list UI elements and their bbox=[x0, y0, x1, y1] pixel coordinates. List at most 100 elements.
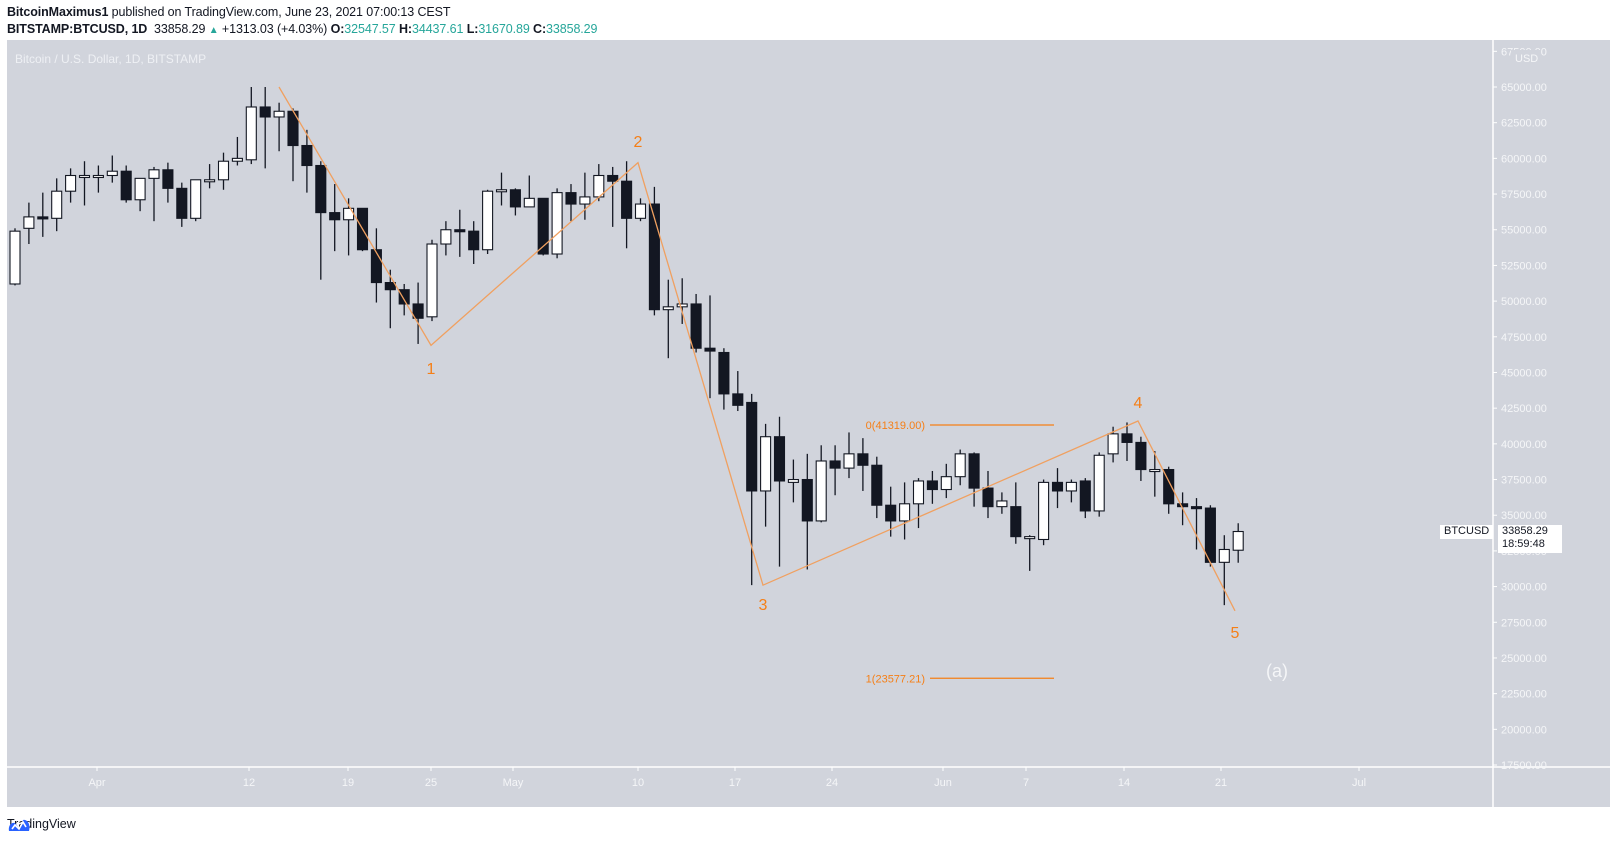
candles bbox=[9, 87, 1244, 606]
chart-area[interactable]: 67500.0065000.0062500.0060000.0057500.00… bbox=[7, 40, 1610, 807]
candle bbox=[162, 162, 174, 203]
candle bbox=[23, 202, 35, 245]
candle bbox=[982, 470, 994, 519]
candle bbox=[1107, 426, 1119, 463]
price-change: +1313.03 (+4.03%) bbox=[221, 22, 328, 36]
candle bbox=[1135, 436, 1147, 481]
high-value: 34437.61 bbox=[412, 22, 464, 36]
candle bbox=[259, 87, 271, 169]
candle bbox=[78, 161, 91, 206]
candle bbox=[871, 456, 883, 519]
candle bbox=[287, 108, 299, 182]
time-tick-label: 14 bbox=[1118, 777, 1130, 789]
candle bbox=[843, 432, 855, 479]
candle bbox=[120, 165, 132, 203]
price-tick-label: 37500.00 bbox=[1501, 475, 1547, 487]
candle bbox=[523, 175, 535, 208]
candle bbox=[912, 478, 925, 529]
author-name: BitcoinMaximus1 bbox=[7, 5, 109, 19]
candle bbox=[968, 452, 980, 507]
candle bbox=[1093, 452, 1105, 517]
wave-label-3: 3 bbox=[759, 597, 768, 614]
candle bbox=[231, 136, 243, 166]
candle bbox=[579, 172, 591, 220]
time-tick-label: Apr bbox=[88, 777, 105, 789]
open-value: 32547.57 bbox=[344, 22, 396, 36]
quote-line: BITSTAMP:BTCUSD, 1D 33858.29 ▲ +1313.03 … bbox=[7, 22, 597, 36]
tradingview-logo-icon bbox=[8, 819, 30, 831]
publisher-line: BitcoinMaximus1 published on TradingView… bbox=[7, 5, 451, 19]
price-tick-label: 42500.00 bbox=[1501, 403, 1547, 415]
candle bbox=[412, 282, 424, 344]
fib-level-label: 0(41319.00) bbox=[866, 420, 925, 432]
candle bbox=[204, 164, 216, 189]
candle bbox=[273, 102, 285, 152]
time-tick-label: 19 bbox=[342, 777, 354, 789]
open-label: O: bbox=[330, 22, 345, 36]
candle bbox=[954, 449, 966, 486]
time-tick-label: Jun bbox=[934, 777, 952, 789]
time-tick-label: 7 bbox=[1023, 777, 1029, 789]
candle bbox=[301, 129, 313, 193]
low-label: L: bbox=[466, 22, 479, 36]
symbol-label: BITSTAMP:BTCUSD, 1D bbox=[7, 22, 148, 36]
candle bbox=[482, 189, 494, 255]
candle bbox=[704, 295, 716, 399]
candle bbox=[106, 155, 118, 183]
price-tick-label: 65000.00 bbox=[1501, 82, 1547, 94]
candle bbox=[315, 161, 327, 280]
price-tick-label: 22500.00 bbox=[1501, 689, 1547, 701]
time-tick-label: 10 bbox=[632, 777, 644, 789]
candle bbox=[607, 166, 619, 227]
price-tick-label: 50000.00 bbox=[1501, 296, 1547, 308]
price-tick-label: 60000.00 bbox=[1501, 153, 1547, 165]
candle bbox=[551, 188, 563, 259]
price-tick-label: 35000.00 bbox=[1501, 510, 1547, 522]
candlestick-chart[interactable]: 67500.0065000.0062500.0060000.0057500.00… bbox=[7, 40, 1610, 807]
candle bbox=[1190, 498, 1203, 550]
price-tick-label: 40000.00 bbox=[1501, 439, 1547, 451]
wave-label-5: 5 bbox=[1231, 625, 1240, 642]
elliott-wave-line[interactable] bbox=[278, 86, 1236, 612]
candle bbox=[440, 221, 452, 256]
time-tick-label: Jul bbox=[1352, 777, 1366, 789]
candle bbox=[51, 178, 63, 232]
price-tick-label: 25000.00 bbox=[1501, 653, 1547, 665]
time-axis[interactable]: Apr 12 19 25 May 10 17 24 Jun 7 14 21 Jul bbox=[88, 767, 1366, 789]
candle bbox=[760, 423, 772, 527]
price-axis[interactable]: 67500.0065000.0062500.0060000.0057500.00… bbox=[1493, 46, 1547, 772]
price-tick-label: 62500.00 bbox=[1501, 118, 1547, 130]
high-label: H: bbox=[399, 22, 412, 36]
candle bbox=[648, 186, 660, 316]
candle bbox=[621, 161, 633, 249]
wave-a-label: (a) bbox=[1266, 661, 1288, 681]
price-tick-label: 57500.00 bbox=[1501, 189, 1547, 201]
candle bbox=[940, 463, 952, 499]
chart-title: Bitcoin / U.S. Dollar, 1D, BITSTAMP bbox=[15, 52, 207, 66]
time-tick-label: 24 bbox=[826, 777, 838, 789]
candle bbox=[1149, 450, 1161, 497]
close-label: C: bbox=[533, 22, 547, 36]
tradingview-footer[interactable]: TradingView bbox=[7, 817, 76, 831]
published-text: published on TradingView.com, June 23, 2… bbox=[108, 5, 451, 19]
candle bbox=[495, 172, 508, 206]
candle bbox=[690, 293, 702, 353]
price-tick-label: 45000.00 bbox=[1501, 367, 1547, 379]
candle bbox=[426, 239, 438, 322]
candle bbox=[190, 179, 202, 222]
candle bbox=[926, 470, 938, 504]
candle bbox=[746, 393, 758, 586]
candle bbox=[829, 445, 841, 496]
candle bbox=[1163, 466, 1175, 514]
wave-label-4: 4 bbox=[1134, 395, 1143, 412]
candle bbox=[217, 152, 230, 190]
candle bbox=[509, 188, 521, 216]
candle bbox=[732, 371, 744, 412]
candle bbox=[92, 165, 104, 193]
candle bbox=[65, 168, 77, 203]
low-value: 31670.89 bbox=[478, 22, 530, 36]
candle bbox=[329, 184, 341, 252]
candle bbox=[1051, 468, 1064, 509]
candle bbox=[662, 279, 674, 359]
candle bbox=[1038, 479, 1050, 546]
